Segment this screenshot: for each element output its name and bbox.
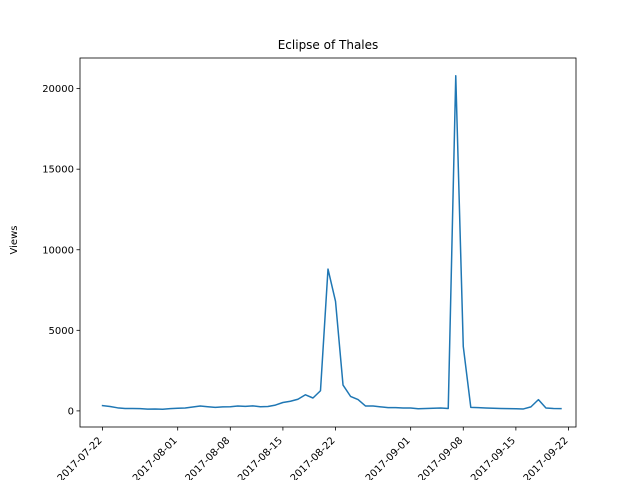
y-tick-label: 0 — [68, 406, 74, 417]
y-tick-label: 5000 — [49, 326, 74, 337]
chart-title: Eclipse of Thales — [278, 38, 379, 52]
plot-frame — [79, 57, 577, 428]
y-tick-label: 20000 — [42, 84, 74, 95]
y-axis-label: Views — [9, 226, 20, 255]
y-tick-label: 10000 — [42, 245, 74, 256]
series-line — [101, 74, 562, 411]
y-tick-label: 15000 — [42, 165, 74, 176]
